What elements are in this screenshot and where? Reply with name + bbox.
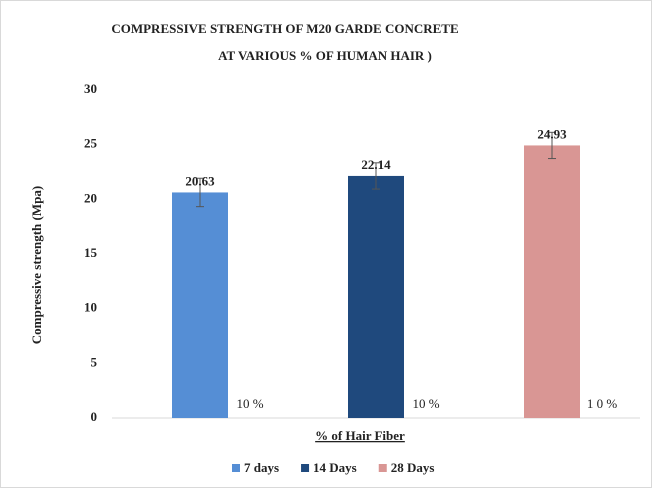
- legend-swatch: [232, 464, 240, 472]
- x-tick-label: 10 %: [412, 396, 439, 411]
- x-axis-title: % of Hair Fiber: [315, 428, 405, 443]
- bar: [172, 192, 228, 418]
- y-tick-label: 25: [84, 136, 98, 151]
- bar: [524, 145, 580, 418]
- legend-label: 7 days: [244, 460, 279, 475]
- y-tick-label: 30: [84, 81, 97, 96]
- y-tick-label: 0: [91, 409, 98, 424]
- legend-label: 14 Days: [313, 460, 357, 475]
- data-label: 22.14: [361, 157, 391, 172]
- bar: [348, 175, 404, 418]
- data-label: 20.63: [185, 173, 215, 188]
- legend-swatch: [301, 464, 310, 472]
- y-axis-title: Compressive strength (Mpa): [29, 186, 44, 344]
- x-tick-label: 1 0 %: [587, 396, 618, 411]
- data-label: 24.93: [537, 126, 567, 141]
- x-tick-label: 10 %: [236, 396, 263, 411]
- y-tick-label: 15: [84, 245, 98, 260]
- legend-label: 28 Days: [391, 460, 435, 475]
- y-tick-label: 10: [84, 300, 97, 315]
- y-tick-label: 20: [84, 190, 97, 205]
- y-tick-label: 5: [91, 354, 98, 369]
- chart-title: COMPRESSIVE STRENGTH OF M20 GARDE CONCRE…: [111, 21, 458, 36]
- chart-title: AT VARIOUS % OF HUMAN HAIR ): [218, 48, 432, 63]
- legend-swatch: [378, 464, 387, 472]
